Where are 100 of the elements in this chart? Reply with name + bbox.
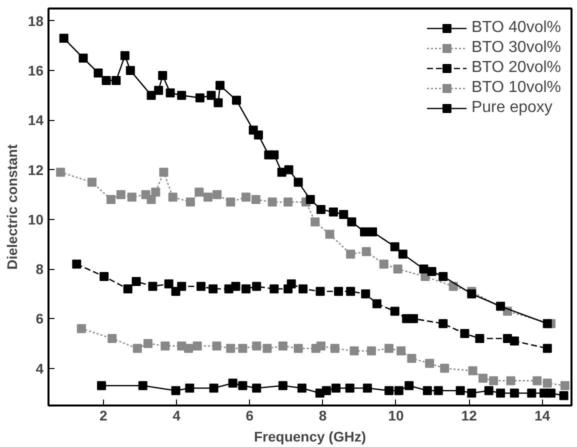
point [212,341,222,350]
x-tick-label: 6 [246,408,254,424]
point [254,130,263,140]
point [100,272,109,281]
point [542,378,552,388]
y-tick-label: 8 [36,261,44,278]
point [226,198,236,207]
point [339,210,348,219]
point [238,381,248,390]
point [334,286,344,296]
point [112,76,121,85]
point [460,329,470,338]
point [148,282,158,291]
point [241,284,250,294]
point [168,192,178,202]
point [475,334,484,344]
point [496,302,506,311]
point [427,267,436,276]
point [284,165,294,174]
point [360,227,369,236]
legend-label: BTO 10vol% [471,79,561,97]
point [322,386,331,396]
point [123,284,132,294]
point [177,282,186,291]
point [484,386,494,396]
point [177,90,186,100]
y-tick-label: 6 [36,310,44,327]
point [192,341,202,350]
point [362,247,371,256]
point [350,346,359,356]
point [59,34,68,43]
point [347,217,356,226]
point [160,341,170,350]
point [559,391,568,400]
point [270,150,279,160]
point [171,386,180,396]
y-tick-label: 12 [28,162,44,178]
point [346,250,356,259]
y-tick-label: 18 [28,12,44,29]
point [379,260,388,269]
point [228,378,238,388]
point [106,195,116,204]
x-tick-label: 14 [534,408,550,424]
x-tick-label: 2 [99,408,108,424]
point [297,384,306,393]
point [286,279,296,288]
point [316,341,326,350]
point [238,344,248,353]
point [146,195,156,204]
point [478,374,488,383]
point [384,344,394,353]
point [438,272,448,281]
point [132,276,141,286]
point [284,198,293,207]
point [325,230,334,239]
point [102,76,111,85]
point [510,336,519,346]
point [184,344,194,353]
point [407,354,416,363]
point [438,319,448,328]
point [306,195,315,204]
point [195,93,204,102]
point [394,386,404,396]
point [390,242,400,252]
point [72,260,82,269]
point [368,227,378,236]
x-axis-title: Frequency (GHz) [254,428,366,444]
point [542,344,552,353]
point [330,344,340,353]
point [542,319,552,328]
point [208,284,218,294]
point [316,204,326,214]
point [56,168,66,177]
point [278,341,288,350]
point [298,284,308,294]
point [164,279,174,288]
point [384,386,394,396]
y-tick-label: 10 [28,211,44,228]
point [328,207,338,216]
legend-label: BTO 40vol% [471,19,561,37]
point [468,366,478,376]
y-axis-title: Dielectric constant [4,144,20,270]
point [510,388,519,398]
point [127,192,136,202]
point [138,381,148,390]
point [496,388,506,398]
point [362,384,372,393]
x-tick-label: 4 [172,408,181,424]
point [467,289,476,298]
point [216,80,225,90]
point [252,282,262,291]
x-tick-label: 10 [388,408,404,424]
point [97,381,106,390]
point [151,188,160,197]
point [116,190,126,200]
point [251,195,260,204]
point [126,66,135,76]
point [316,286,325,296]
point [108,334,117,344]
point [232,96,241,105]
